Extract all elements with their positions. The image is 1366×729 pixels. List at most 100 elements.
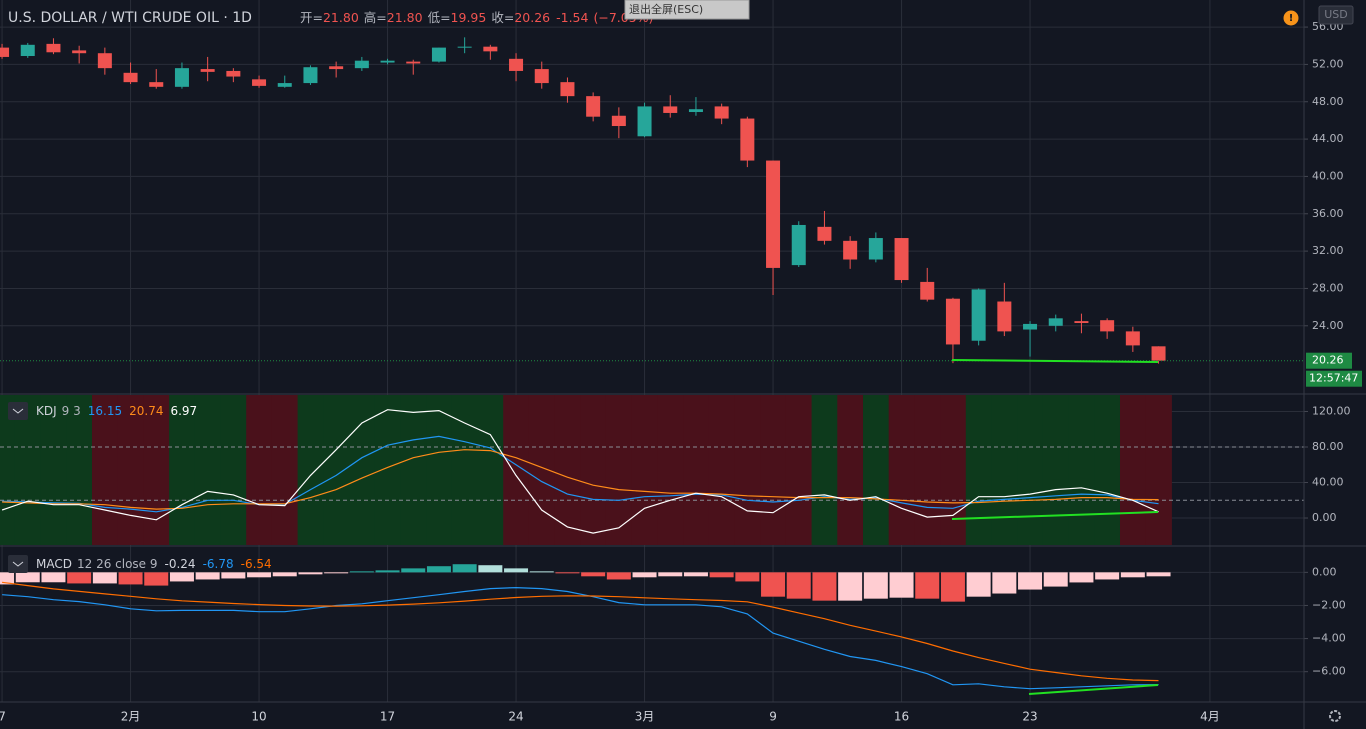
y-tick-label: 48.00 [1312, 95, 1344, 108]
histogram-bar [92, 572, 117, 584]
candle-body [791, 224, 806, 266]
candle-body [354, 60, 369, 69]
candle-body [997, 301, 1012, 332]
x-tick-label: 3月 [635, 710, 655, 724]
currency-label[interactable]: USD [1324, 8, 1348, 21]
candle-body [611, 115, 626, 127]
y-tick-label: −4.00 [1312, 632, 1346, 645]
y-tick-label: −6.00 [1312, 665, 1346, 678]
signal-band [220, 395, 247, 545]
signal-band [1017, 395, 1044, 545]
chevron-icon[interactable] [12, 408, 24, 414]
last-price-tag [1306, 352, 1352, 369]
histogram-bar [144, 572, 169, 586]
y-tick-label: 40.00 [1312, 169, 1344, 182]
candle-body [200, 69, 215, 72]
signal-band [785, 395, 813, 545]
candle-body [766, 160, 781, 268]
histogram-bar [786, 572, 811, 599]
histogram-bar [247, 572, 272, 578]
ohlc-label: 收= [491, 10, 514, 25]
x-tick-label: 16 [894, 710, 909, 724]
candle-body [380, 60, 395, 63]
alert-icon-label[interactable]: ! [1289, 13, 1294, 24]
candle-body [560, 82, 575, 97]
axes: 7 2月 10 17 24 3月 9 16 23 4月56.0052.0048.0044.0040… [0, 20, 1362, 724]
ohlc-label: 低= [428, 10, 451, 25]
indicator-legend: MACD 12 26 close 9 -0.24 -6.78 -6.54 [36, 557, 272, 571]
signal-band [246, 395, 273, 545]
signal-band [66, 395, 93, 545]
x-tick-label: 4月 [1200, 710, 1220, 724]
ohlc-label: 开= [300, 10, 323, 25]
indicator-params: 9 3 [62, 404, 81, 418]
histogram-bar [452, 564, 477, 573]
signal-band [683, 395, 710, 545]
signal-band [708, 395, 735, 545]
signal-band [528, 395, 556, 545]
candle-body [329, 66, 344, 70]
collapse-button[interactable] [8, 402, 28, 420]
candle-body [1125, 331, 1140, 346]
candle-body [1023, 323, 1038, 330]
y-tick-label: 44.00 [1312, 132, 1344, 145]
candle-body [509, 58, 524, 71]
signal-band [117, 395, 144, 545]
collapse-button[interactable] [8, 555, 28, 573]
candle-body [637, 106, 652, 137]
signal-band [1042, 395, 1070, 545]
candle-body [894, 238, 909, 281]
signal-band [323, 395, 350, 545]
fullscreen-button-label[interactable]: 退出全屏(ESC) [629, 2, 703, 16]
legend-value: 20.74 [129, 404, 163, 418]
candle-body [46, 43, 61, 53]
settings-icon[interactable] [1329, 710, 1341, 722]
signal-band [92, 395, 119, 545]
fullscreen-button[interactable] [624, 0, 750, 20]
histogram-bar [272, 572, 297, 577]
signal-band [374, 395, 401, 545]
x-tick-label: 23 [1022, 710, 1037, 724]
x-tick-label: 9 [769, 710, 777, 724]
ohlc-value: 21.80 [387, 10, 423, 25]
signal-band [1145, 395, 1172, 545]
signal-band [1119, 395, 1147, 545]
histogram-bar [15, 572, 40, 583]
histogram-bar [940, 572, 965, 602]
candle-body [97, 53, 112, 69]
candle-body [920, 281, 935, 300]
y-tick-label: 40.00 [1312, 476, 1344, 489]
candle-body [817, 226, 832, 241]
signal-band [1068, 395, 1095, 545]
alert-icon[interactable] [1283, 10, 1299, 26]
histogram-bar [41, 572, 66, 583]
candle-body [174, 68, 189, 87]
histogram-bar [606, 572, 631, 580]
last-price-label: 20.26 [1312, 354, 1344, 367]
indicator-line [2, 581, 1159, 682]
candle-body [431, 47, 446, 62]
histogram-bar [529, 571, 554, 573]
x-tick-label: 2月 [121, 710, 141, 724]
signal-band [349, 395, 376, 545]
ohlc-legend: 开=21.80 高=21.80 低=19.95 收=20.26 -1.54 (−7.05%… [300, 10, 653, 25]
signal-band [605, 395, 633, 545]
histogram-bar [863, 572, 888, 599]
candle-body [688, 109, 703, 113]
currency-button[interactable] [1318, 5, 1354, 25]
signal-band [991, 395, 1018, 545]
chevron-icon[interactable] [12, 561, 24, 567]
candle-body [252, 79, 267, 86]
candle-body [226, 70, 241, 77]
y-tick-label: 0.00 [1312, 511, 1337, 524]
candle-body [1151, 346, 1166, 361]
legend-value: -6.54 [241, 557, 272, 571]
candle-body [72, 50, 87, 54]
indicator-legend: KDJ 9 3 16.15 20.74 6.97 [36, 404, 197, 418]
candle-body [740, 118, 755, 161]
x-tick-label: 17 [380, 710, 395, 724]
candle-body [868, 238, 883, 260]
signal-band [143, 395, 170, 545]
signal-band [811, 395, 838, 545]
